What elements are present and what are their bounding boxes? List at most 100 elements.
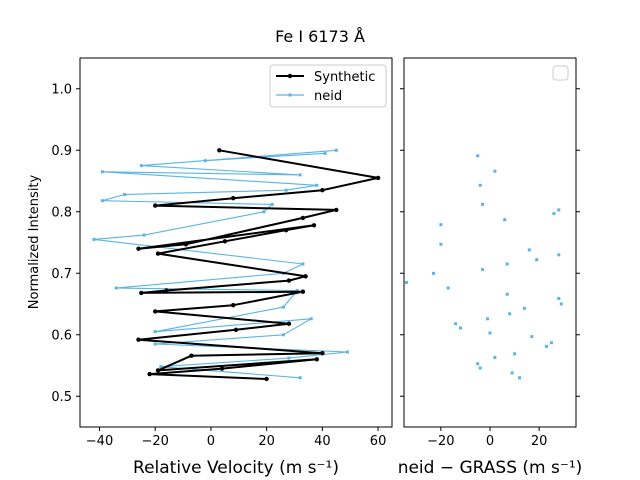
- residual-point: [552, 212, 556, 216]
- y-axis-label: Normalized Intensity: [27, 174, 42, 309]
- neid-point: [92, 237, 96, 241]
- synthetic-point: [217, 148, 222, 153]
- synthetic-point: [375, 175, 381, 181]
- neid-point: [281, 305, 285, 309]
- synthetic-point: [320, 188, 325, 193]
- synthetic-point: [155, 368, 161, 373]
- synthetic-point: [314, 357, 319, 362]
- synthetic-point: [286, 278, 292, 283]
- neid-point: [153, 342, 157, 346]
- x-tick-label: 40: [314, 434, 331, 449]
- residual-point: [505, 262, 509, 266]
- synthetic-point: [303, 274, 308, 279]
- residual-point: [493, 356, 497, 359]
- main-axes-frame: [79, 57, 393, 428]
- residual-point: [510, 371, 514, 375]
- neid-point: [142, 233, 146, 237]
- synthetic-point: [155, 251, 161, 256]
- y-tick-label: 0.7: [51, 267, 72, 282]
- x-axis-label-residual: neid − GRASS (m s⁻¹): [398, 458, 583, 478]
- synthetic-point: [264, 376, 269, 382]
- residual-point: [481, 202, 485, 206]
- synthetic-line: [137, 149, 380, 380]
- synthetic-point: [147, 371, 152, 377]
- synthetic-point: [233, 327, 239, 332]
- neid-point: [100, 199, 104, 203]
- legend-neid-marker: [288, 93, 292, 97]
- legend-neid-label: neid: [314, 89, 342, 104]
- synthetic-point: [136, 337, 141, 342]
- residual-x-tick-label: 20: [531, 434, 548, 449]
- neid-point: [287, 356, 291, 360]
- synthetic-point: [139, 290, 144, 296]
- synthetic-point: [189, 353, 194, 358]
- neid-point: [284, 188, 288, 192]
- residual-point: [478, 183, 482, 187]
- residual-point: [478, 366, 482, 370]
- y-tick-label: 0.8: [51, 205, 72, 220]
- residual-point: [459, 326, 462, 330]
- residual-point: [503, 218, 507, 222]
- residual-point: [557, 297, 561, 300]
- residual-point: [559, 302, 563, 306]
- neid-point: [281, 333, 285, 337]
- residual-point: [513, 352, 517, 356]
- x-axis-label-main: Relative Velocity (m s⁻¹): [133, 458, 339, 478]
- residual-point: [446, 286, 450, 290]
- residual-point: [545, 344, 548, 348]
- y-tick-label: 0.9: [51, 144, 72, 159]
- residual-point: [493, 169, 497, 173]
- residual-point: [518, 376, 521, 380]
- residual-point: [488, 331, 492, 335]
- synthetic-point: [153, 203, 158, 208]
- residual-point: [432, 271, 435, 275]
- residual-point: [505, 292, 509, 296]
- synthetic-point: [164, 288, 169, 293]
- synthetic-point: [183, 242, 189, 247]
- neid-point: [139, 164, 143, 168]
- legend-synthetic-label: Synthetic: [314, 70, 375, 85]
- neid-point: [114, 286, 118, 290]
- synthetic-point: [300, 289, 306, 294]
- residual-plot-area: [405, 154, 563, 380]
- neid-point: [323, 151, 327, 155]
- x-tick-label: −40: [86, 434, 113, 449]
- neid-point: [100, 170, 104, 174]
- synthetic-point: [283, 228, 289, 233]
- synthetic-point: [136, 246, 141, 251]
- y-tick-label: 1.0: [51, 82, 72, 97]
- synthetic-point: [219, 366, 225, 371]
- residual-point: [557, 208, 561, 212]
- synthetic-point: [311, 223, 317, 228]
- x-tick-label: 0: [207, 434, 215, 449]
- neid-point: [295, 289, 299, 292]
- synthetic-point: [286, 321, 292, 326]
- x-tick-label: 60: [370, 434, 387, 449]
- neid-point: [203, 159, 207, 163]
- residual-point: [454, 322, 458, 326]
- residual-point: [557, 253, 561, 257]
- main-plot-area: [92, 148, 381, 382]
- x-tick-label: −20: [141, 434, 168, 449]
- residual-point: [508, 312, 512, 316]
- residual-point: [486, 317, 489, 321]
- synthetic-point: [231, 303, 236, 308]
- residual-point: [439, 242, 443, 246]
- neid-point: [159, 365, 163, 369]
- legend-synthetic-marker: [287, 73, 293, 79]
- residual-point: [476, 154, 480, 158]
- residual-point: [527, 248, 531, 252]
- synthetic-point: [334, 207, 339, 213]
- neid-point: [298, 173, 302, 177]
- residual-x-tick-label: −20: [427, 434, 454, 449]
- residual-point: [530, 335, 534, 339]
- residual-point: [549, 341, 553, 345]
- synthetic-point: [320, 351, 325, 356]
- residual-point: [439, 223, 443, 227]
- chart-title: Fe I 6173 Å: [275, 27, 365, 46]
- residual-x-tick-label: 0: [486, 434, 494, 449]
- neid-point: [298, 376, 302, 380]
- y-tick-label: 0.6: [51, 328, 72, 343]
- synthetic-point: [231, 196, 236, 201]
